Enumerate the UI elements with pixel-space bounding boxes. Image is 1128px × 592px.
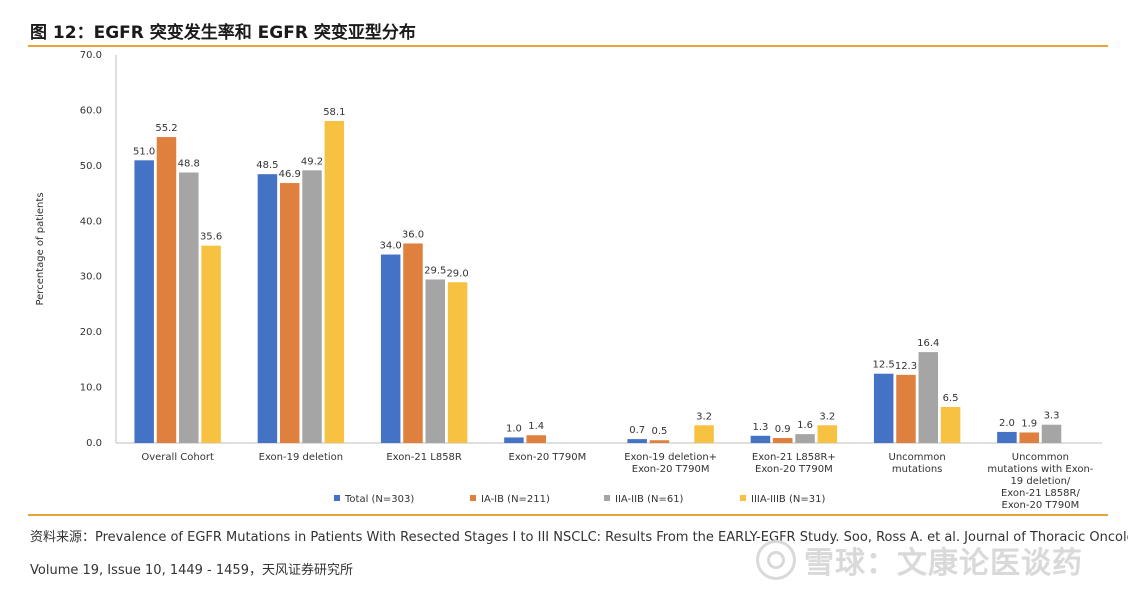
x-tick-label: Exon-20 T790M (1002, 500, 1080, 511)
bar (627, 439, 647, 443)
watermark-text: 雪球：文康论医谈药 (804, 546, 1083, 581)
data-label: 6.5 (943, 393, 959, 404)
x-tick-label: Exon-21 L858R/ (1001, 488, 1081, 499)
x-tick-label: Exon-19 deletion (259, 452, 343, 463)
bar (1041, 424, 1062, 443)
data-label: 1.6 (797, 420, 813, 431)
legend-swatch (334, 495, 340, 501)
data-label: 12.5 (873, 360, 895, 371)
x-tick-label: mutations with Exon- (987, 464, 1093, 475)
bar (201, 245, 221, 443)
bar (526, 435, 546, 443)
bar (896, 374, 916, 443)
bar (425, 279, 446, 443)
bar-chart: 0.0 10.0 20.0 30.0 40.0 50.0 60.0 70.0 Percentag… (35, 50, 1102, 511)
x-tick-label: Exon-21 L858R (386, 452, 462, 463)
x-tick-label: Uncommon (889, 452, 946, 463)
bar (940, 406, 961, 443)
x-tick-label: 19 deletion/ (1010, 476, 1070, 487)
legend-label: IIIA-IIIB (N=31) (751, 494, 825, 505)
data-label: 0.7 (629, 425, 645, 436)
legend-swatch (470, 495, 476, 501)
bar (156, 137, 177, 443)
legend-swatch (604, 495, 610, 501)
data-label: 3.2 (696, 411, 712, 422)
bar (179, 172, 199, 443)
title-divider (28, 45, 1108, 47)
x-tick-label: mutations (892, 464, 943, 475)
bar (997, 431, 1017, 443)
data-label: 55.2 (155, 123, 177, 134)
snowball-logo-icon (756, 540, 796, 580)
data-label: 0.5 (652, 426, 668, 437)
data-label: 1.0 (506, 423, 522, 434)
data-label: 1.3 (752, 422, 768, 433)
legend-label: Total (N=303) (344, 494, 414, 505)
bar (649, 440, 670, 443)
bar (302, 170, 322, 443)
data-label: 1.9 (1021, 418, 1037, 429)
y-tick-label: 70.0 (80, 50, 102, 61)
data-label: 1.4 (528, 421, 544, 432)
data-label: 3.2 (819, 411, 835, 422)
y-axis-label: Percentage of patients (35, 192, 46, 305)
x-tick-label: Exon-19 deletion+ (624, 452, 717, 463)
data-label: 51.0 (133, 146, 155, 157)
figure-title: 图 12：EGFR 突变发生率和 EGFR 突变亚型分布 (30, 23, 416, 43)
x-tick-label: Exon-20 T790M (509, 452, 587, 463)
data-label: 29.5 (424, 265, 446, 276)
y-tick-label: 30.0 (80, 272, 102, 283)
x-tick-label: Uncommon (1012, 452, 1069, 463)
legend-label: IA-IB (N=211) (481, 494, 550, 505)
source-note-line1: 资料来源：Prevalence of EGFR Mutations in Pat… (30, 530, 1128, 545)
bar (257, 174, 278, 443)
bar (279, 183, 300, 444)
data-label: 48.8 (178, 159, 200, 170)
bar (750, 435, 771, 443)
bar (694, 425, 714, 443)
data-label: 49.2 (301, 156, 323, 167)
data-label: 2.0 (999, 418, 1015, 429)
data-label: 16.4 (917, 338, 939, 349)
x-tick-label: Exon-21 L858R+ (752, 452, 836, 463)
data-label: 48.5 (256, 160, 278, 171)
data-label: 34.0 (380, 241, 402, 252)
bar (504, 437, 524, 443)
data-label: 36.0 (402, 229, 424, 240)
data-label: 35.6 (200, 232, 222, 243)
x-tick-label: Overall Cohort (141, 452, 214, 463)
bar (134, 160, 154, 444)
bar (380, 254, 401, 443)
source-divider (28, 514, 1108, 516)
y-tick-label: 20.0 (80, 327, 102, 338)
data-label: 0.9 (775, 424, 791, 435)
source-note-line2: Volume 19, Issue 10, 1449 - 1459，天风证券研究所 (30, 563, 353, 578)
data-label: 3.3 (1044, 411, 1060, 422)
watermark: 雪球：文康论医谈药 (756, 538, 1083, 582)
bar (403, 243, 423, 443)
y-tick-label: 0.0 (86, 438, 102, 449)
data-label: 46.9 (279, 169, 301, 180)
data-label: 29.0 (446, 268, 468, 279)
x-tick-label: Exon-20 T790M (755, 464, 833, 475)
bar (918, 352, 939, 443)
y-tick-label: 10.0 (80, 383, 102, 394)
data-label: 58.1 (323, 107, 345, 118)
bar (817, 425, 838, 443)
bar (1019, 432, 1039, 443)
bar (873, 373, 894, 443)
legend-swatch (740, 495, 746, 501)
bar (447, 282, 468, 443)
bar (795, 434, 815, 443)
y-tick-label: 60.0 (80, 105, 102, 116)
y-tick-label: 50.0 (80, 161, 102, 172)
x-tick-label: Exon-20 T790M (632, 464, 710, 475)
y-tick-label: 40.0 (80, 216, 102, 227)
bar (324, 120, 345, 444)
bar (772, 438, 793, 443)
data-label: 12.3 (895, 361, 917, 372)
legend-label: IIA-IIB (N=61) (615, 494, 684, 505)
